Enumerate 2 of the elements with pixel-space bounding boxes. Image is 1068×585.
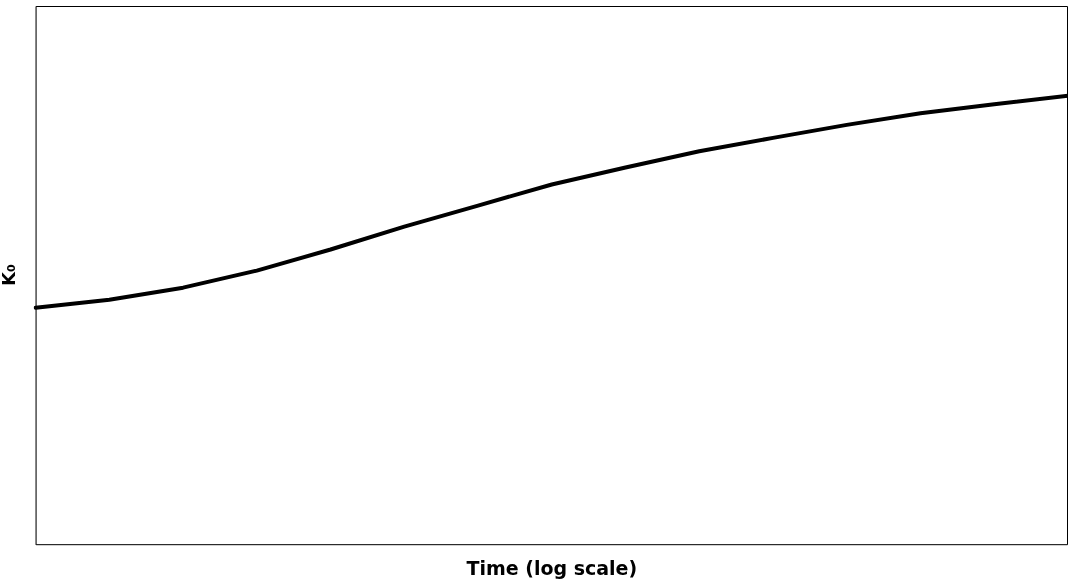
x-axis-title: Time (log scale)	[466, 556, 638, 579]
y-axis-title: K₀	[0, 264, 20, 287]
